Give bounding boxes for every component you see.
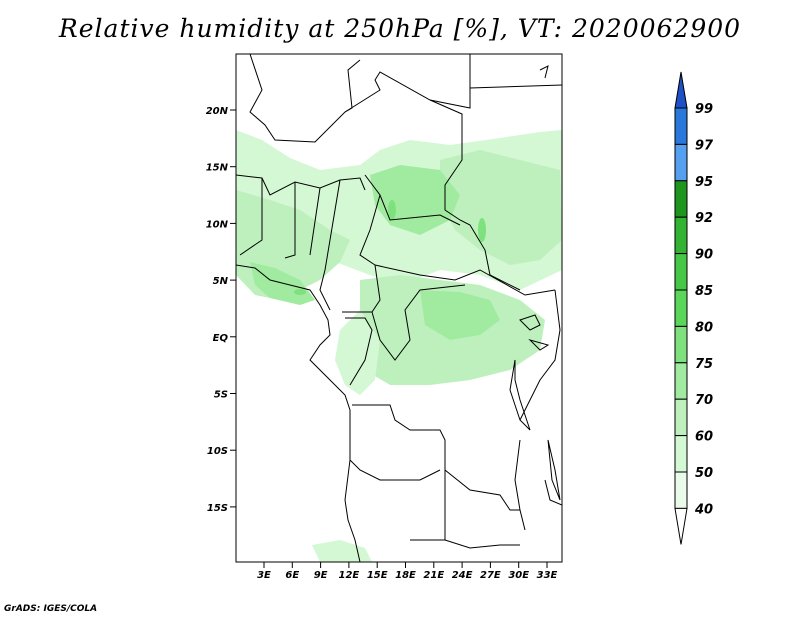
- lat-tick-label: 10S: [207, 446, 228, 457]
- humidity-patch-east: [440, 150, 562, 265]
- lat-tick-label: 5S: [214, 390, 228, 401]
- credit-text: GrADS: IGES/COLA: [4, 604, 98, 614]
- lat-axis: 20N 15N 10N 5N EQ 5S 10S 15S: [206, 106, 236, 514]
- lon-tick-label: 21E: [423, 570, 444, 581]
- colorbar-label: 50: [695, 466, 713, 481]
- colorbar-segment: [674, 253, 688, 291]
- lon-tick-label: 30E: [508, 570, 529, 581]
- lon-tick-label: 6E: [285, 570, 299, 581]
- colorbar-label: 75: [695, 357, 713, 372]
- colorbar-segment: [674, 398, 688, 437]
- lon-tick-label: 24E: [452, 570, 473, 581]
- colorbar-label: 60: [695, 430, 713, 445]
- colorbar-segment: [674, 107, 688, 145]
- colorbar-label: 99: [695, 102, 713, 117]
- map-frame: [235, 53, 563, 563]
- chart-title: Relative humidity at 250hPa [%], VT: 202…: [58, 14, 742, 43]
- lat-tick-label: 20N: [206, 106, 229, 117]
- colorbar-segment: [674, 180, 688, 218]
- lat-tick-label: EQ: [213, 333, 229, 344]
- colorbar-label: 90: [695, 248, 713, 263]
- humidity-spot-1: [388, 200, 396, 220]
- lon-axis: 3E 6E 9E 12E 15E 18E 21E 24E 27E 30E 33E: [257, 562, 558, 581]
- colorbar-label: 85: [695, 284, 713, 299]
- colorbar-segment: [674, 289, 688, 327]
- lon-tick-label: 33E: [537, 570, 558, 581]
- colorbar-segment: [674, 325, 688, 364]
- lon-tick-label: 12E: [339, 570, 360, 581]
- colorbar-label: 95: [695, 175, 713, 190]
- lon-tick-label: 15E: [367, 570, 388, 581]
- colorbar: 99 97 95 92 90 85 80 75 70 60 50 40: [674, 71, 714, 545]
- colorbar-top-arrow: [674, 71, 688, 109]
- lon-tick-label: 3E: [257, 570, 271, 581]
- humidity-patch-south: [312, 540, 372, 562]
- colorbar-label: 97: [695, 138, 714, 153]
- lon-tick-label: 18E: [395, 570, 416, 581]
- humidity-field: [236, 130, 562, 562]
- lon-tick-label: 9E: [314, 570, 328, 581]
- humidity-patch-congo: [335, 310, 380, 395]
- colorbar-label: 70: [695, 393, 713, 408]
- lat-tick-label: 15S: [207, 503, 228, 514]
- colorbar-label: 92: [695, 211, 713, 226]
- humidity-patch-mid3: [420, 290, 500, 340]
- lat-tick-label: 15N: [206, 163, 229, 174]
- colorbar-bottom-arrow: [674, 507, 688, 545]
- lat-tick-label: 10N: [206, 219, 229, 230]
- colorbar-segment: [674, 471, 688, 509]
- colorbar-segment: [674, 435, 688, 473]
- colorbar-segment: [674, 143, 688, 182]
- lon-tick-label: 27E: [480, 570, 501, 581]
- humidity-spot-3: [294, 289, 306, 295]
- country-borders: [236, 54, 562, 562]
- lat-tick-label: 5N: [213, 276, 229, 287]
- colorbar-segment: [674, 362, 688, 400]
- colorbar-label: 80: [695, 320, 713, 335]
- colorbar-segment: [674, 216, 688, 255]
- humidity-spot-2: [478, 218, 486, 242]
- colorbar-label: 40: [694, 502, 713, 517]
